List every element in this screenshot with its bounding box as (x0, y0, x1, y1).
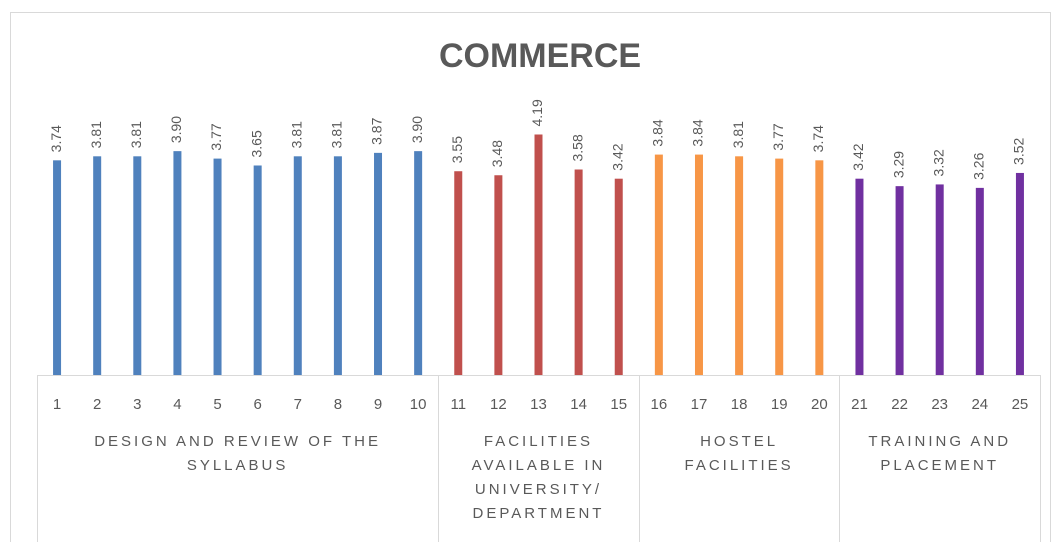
bar (53, 160, 62, 375)
value-label: 3.81 (730, 121, 746, 148)
x-tick-label: 12 (490, 396, 507, 413)
bar (133, 156, 142, 375)
x-tick-label: 21 (851, 396, 868, 413)
value-label: 3.81 (288, 121, 304, 148)
x-tick-label: 18 (731, 396, 748, 413)
group-label: HOSTEL FACILITIES (684, 433, 794, 474)
value-label: 3.84 (690, 119, 706, 146)
value-label: 3.90 (168, 116, 184, 143)
bar (93, 156, 102, 375)
group-label: DESIGN AND REVIEW OF THE SYLLABUS (94, 433, 381, 474)
value-label: 3.52 (1011, 137, 1027, 164)
bar (173, 151, 182, 375)
value-label: 3.77 (208, 123, 224, 150)
value-label: 3.48 (489, 140, 505, 167)
bar (454, 171, 463, 375)
bar (333, 156, 342, 375)
bar (614, 178, 623, 375)
x-tick-label: 11 (450, 396, 466, 413)
value-label: 3.74 (810, 125, 826, 152)
bar (253, 165, 262, 375)
x-tick-label: 7 (294, 396, 302, 413)
x-tick-label: 9 (374, 396, 382, 413)
x-tick-label: 10 (410, 396, 427, 413)
bar (374, 152, 383, 375)
x-tick-label: 14 (570, 396, 587, 413)
x-tick-label: 19 (771, 396, 788, 413)
value-label: 3.81 (329, 121, 345, 148)
bar (815, 160, 824, 375)
group-label: FACILITIES AVAILABLE IN UNIVERSITY/ DEPA… (471, 433, 606, 522)
value-label: 3.26 (971, 152, 987, 179)
value-label: 3.55 (449, 136, 465, 163)
value-label: 3.87 (369, 117, 385, 144)
x-tick-label: 20 (811, 396, 828, 413)
bar (975, 187, 984, 375)
x-tick-label: 17 (691, 396, 708, 413)
x-tick-label: 2 (93, 396, 101, 413)
x-tick-label: 23 (931, 396, 948, 413)
chart-border (10, 12, 1051, 542)
bar (494, 175, 503, 375)
x-tick-label: 15 (610, 396, 627, 413)
bar (935, 184, 944, 375)
bar (414, 151, 423, 375)
x-tick-label: 6 (253, 396, 261, 413)
value-label: 3.65 (248, 130, 264, 157)
bar (895, 186, 904, 375)
x-tick-label: 5 (213, 396, 221, 413)
value-label: 3.32 (930, 149, 946, 176)
value-label: 3.29 (890, 151, 906, 178)
bar (775, 158, 784, 375)
x-tick-label: 24 (971, 396, 988, 413)
bar (694, 154, 703, 375)
value-label: 3.84 (650, 119, 666, 146)
value-label: 3.81 (128, 121, 144, 148)
x-tick-label: 1 (53, 396, 61, 413)
bar (213, 158, 222, 375)
value-label: 3.81 (88, 121, 104, 148)
group-label: TRAINING AND PLACEMENT (868, 433, 1012, 474)
chart-title: COMMERCE (439, 37, 641, 75)
bar (293, 156, 302, 375)
value-label: 4.19 (529, 99, 545, 126)
x-tick-label: 16 (651, 396, 668, 413)
x-tick-label: 8 (334, 396, 342, 413)
bar (855, 178, 864, 375)
x-tick-label: 3 (133, 396, 141, 413)
x-tick-label: 13 (530, 396, 547, 413)
bar (735, 156, 744, 375)
x-tick-label: 25 (1012, 396, 1029, 413)
x-tick-label: 4 (173, 396, 181, 413)
bar (574, 169, 583, 375)
value-label: 3.74 (48, 125, 64, 152)
x-tick-label: 22 (891, 396, 908, 413)
value-label: 3.42 (609, 143, 625, 170)
value-label: 3.42 (850, 143, 866, 170)
value-label: 3.77 (770, 123, 786, 150)
value-label: 3.90 (409, 116, 425, 143)
bar (1015, 172, 1024, 375)
value-label: 3.58 (569, 134, 585, 161)
bar (534, 134, 543, 375)
bar (654, 154, 663, 375)
